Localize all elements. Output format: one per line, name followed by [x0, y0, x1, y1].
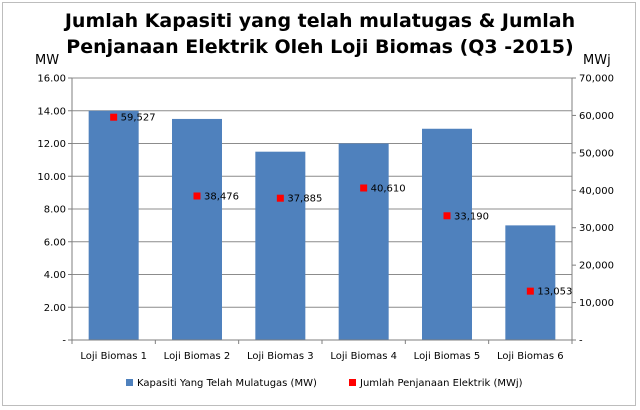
chart-title-line-1: Jumlah Kapasiti yang telah mulatugas & J…	[64, 10, 576, 32]
left-axis-tick-label: 6.00	[44, 237, 66, 248]
x-axis-category-label: Loji Biomas 3	[247, 351, 314, 362]
right-axis-tick-label: -	[579, 336, 583, 347]
data-label: 33,190	[454, 211, 489, 222]
left-axis-tick-label: 4.00	[44, 270, 66, 281]
right-axis-tick-label: 70,000	[579, 74, 614, 85]
right-axis-tick-label: 60,000	[579, 111, 614, 122]
legend-swatch-generation	[349, 379, 356, 386]
data-point	[360, 184, 368, 192]
data-point	[526, 287, 534, 295]
left-axis-tick-label: 14.00	[37, 106, 66, 117]
chart-title: Jumlah Kapasiti yang telah mulatugas & J…	[0, 8, 640, 60]
left-axis-tick-label: 12.00	[37, 139, 66, 150]
legend-swatch-capacity	[126, 379, 133, 386]
left-axis-tick-label: 8.00	[44, 205, 66, 216]
right-axis-tick-label: 30,000	[579, 223, 614, 234]
data-label: 13,053	[537, 287, 572, 298]
data-point	[193, 192, 201, 200]
right-axis-tick-label: 10,000	[579, 298, 614, 309]
data-label: 59,527	[121, 113, 156, 124]
right-axis-tick-label: 40,000	[579, 186, 614, 197]
legend-label-generation: Jumlah Penjanaan Elektrik (MWj)	[359, 378, 523, 389]
right-axis-tick-label: 50,000	[579, 148, 614, 159]
x-axis-category-label: Loji Biomas 2	[164, 351, 231, 362]
left-axis-tick-label: 2.00	[44, 303, 66, 314]
left-axis-unit-label: MW	[35, 53, 59, 68]
bar	[338, 143, 389, 340]
right-axis-tick-label: 20,000	[579, 261, 614, 272]
left-axis-tick-label: 10.00	[37, 172, 66, 183]
data-point	[443, 212, 451, 220]
data-label: 38,476	[204, 191, 239, 202]
data-point	[110, 113, 118, 121]
right-axis-unit-label: MWj	[583, 53, 611, 68]
bar	[88, 110, 139, 340]
chart-title-line-2: Penjanaan Elektrik Oleh Loji Biomas (Q3 …	[66, 36, 574, 58]
bar	[172, 118, 222, 340]
data-point	[276, 194, 284, 202]
x-axis-category-label: Loji Biomas 6	[497, 351, 564, 362]
x-axis-category-label: Loji Biomas 5	[414, 351, 481, 362]
left-axis-tick-label: 16.00	[37, 74, 66, 85]
bar	[505, 225, 556, 340]
x-axis-category-label: Loji Biomas 1	[80, 351, 147, 362]
x-axis-category-label: Loji Biomas 4	[330, 351, 397, 362]
data-label: 37,885	[287, 194, 322, 205]
legend-label-capacity: Kapasiti Yang Telah Mulatugas (MW)	[137, 378, 317, 389]
left-axis-tick-label: -	[62, 336, 66, 347]
bar	[422, 128, 472, 340]
bar	[255, 151, 306, 340]
data-label: 40,610	[371, 184, 406, 195]
